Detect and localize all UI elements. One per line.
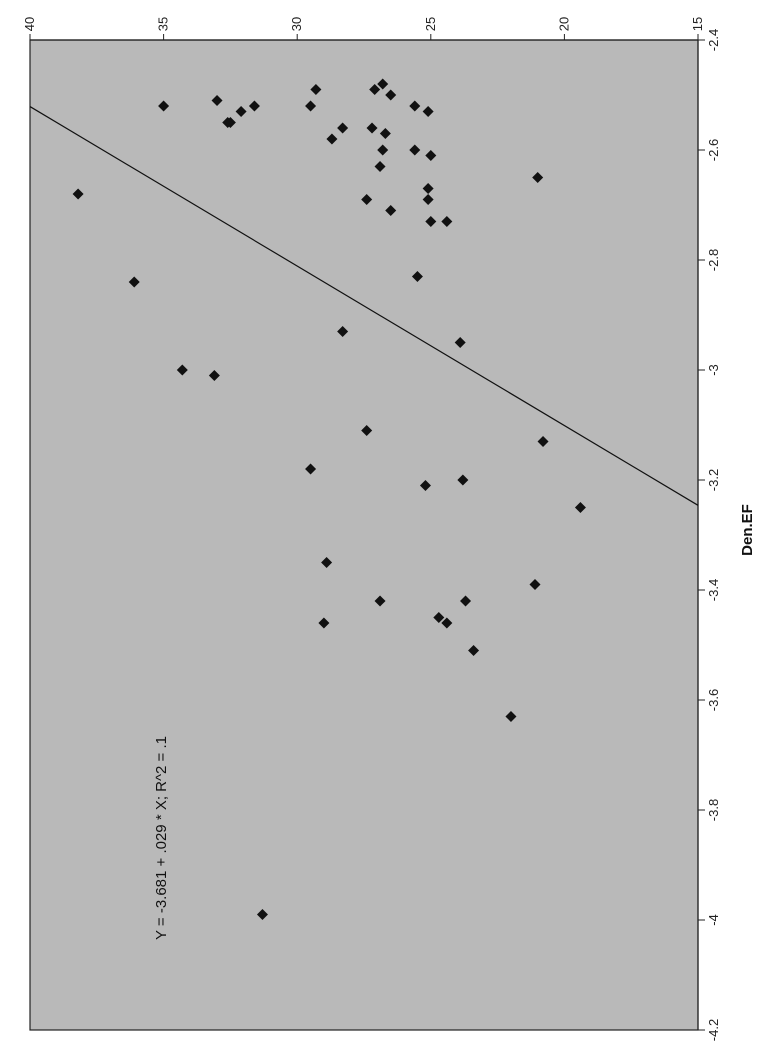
data-point xyxy=(305,100,317,112)
data-point xyxy=(310,84,322,95)
data-point xyxy=(326,133,338,145)
x-tick-label: -2.8 xyxy=(706,249,721,271)
plot-background xyxy=(29,39,699,1031)
data-point xyxy=(574,502,586,513)
data-point xyxy=(409,100,421,112)
data-point xyxy=(305,463,317,475)
data-point xyxy=(454,337,466,348)
data-point xyxy=(379,128,391,139)
data-point xyxy=(422,106,434,117)
data-point xyxy=(537,436,549,447)
x-tick-label: -4 xyxy=(706,914,721,926)
data-point xyxy=(529,579,541,590)
x-tick-label: -3 xyxy=(706,364,721,376)
data-point xyxy=(385,205,397,216)
x-tick-label: -3.6 xyxy=(706,689,721,711)
data-point xyxy=(361,194,373,205)
y-tick-label: 35 xyxy=(156,17,171,31)
x-tick-label: -3.8 xyxy=(706,799,721,821)
data-point xyxy=(468,645,480,656)
data-point xyxy=(411,271,423,282)
data-point xyxy=(425,150,437,161)
x-tick-label: -3.4 xyxy=(706,579,721,601)
data-point xyxy=(337,326,349,337)
data-point xyxy=(235,106,247,117)
data-point xyxy=(374,161,386,172)
data-point xyxy=(337,122,349,134)
data-point xyxy=(366,122,378,134)
data-point xyxy=(158,100,170,112)
y-tick-label: 25 xyxy=(423,17,438,31)
x-axis-title: Den.EF xyxy=(739,504,756,556)
data-point xyxy=(409,144,421,156)
regression-equation: Y = -3.681 + .029 * X; R^2 = .1 xyxy=(153,736,170,940)
data-point xyxy=(318,617,330,629)
data-point xyxy=(377,144,389,156)
data-point xyxy=(256,909,268,920)
data-point xyxy=(422,183,434,194)
data-point xyxy=(374,595,386,607)
data-point xyxy=(422,194,434,205)
data-points xyxy=(72,78,586,920)
data-point xyxy=(457,474,469,486)
data-point xyxy=(208,370,220,381)
data-point xyxy=(377,78,389,90)
data-point xyxy=(128,276,140,288)
y-tick-label: 40 xyxy=(22,17,37,31)
y-tick-label: 20 xyxy=(556,17,571,31)
x-tick-label: -2.6 xyxy=(706,139,721,161)
data-point xyxy=(385,89,397,101)
x-axis-ticks: -2.4 -2.6 -2.8 -3 -3.2 -3.4 -3.6 -3.8 -4 -4.2 xyxy=(698,29,721,1041)
data-point xyxy=(222,117,234,128)
x-tick-label: -4.2 xyxy=(706,1019,721,1041)
data-point xyxy=(425,216,437,227)
x-tick-label: -3.2 xyxy=(706,469,721,491)
y-tick-label: 30 xyxy=(289,17,304,31)
data-point xyxy=(369,84,381,95)
regression-line xyxy=(29,106,699,506)
data-point xyxy=(532,172,544,183)
x-tick-label: -2.4 xyxy=(706,29,721,51)
data-point xyxy=(441,617,453,629)
data-point xyxy=(321,557,333,568)
data-point xyxy=(361,425,373,436)
data-point xyxy=(72,188,84,200)
data-point xyxy=(419,480,431,491)
data-point xyxy=(176,364,188,376)
data-point xyxy=(441,216,453,227)
data-point xyxy=(248,100,260,112)
data-point xyxy=(433,612,445,623)
data-point xyxy=(460,595,472,607)
data-point xyxy=(505,711,517,722)
y-tick-label: 15 xyxy=(690,17,705,31)
data-point xyxy=(211,95,223,106)
y-axis-ticks: 15 20 25 30 35 40 xyxy=(22,17,705,40)
